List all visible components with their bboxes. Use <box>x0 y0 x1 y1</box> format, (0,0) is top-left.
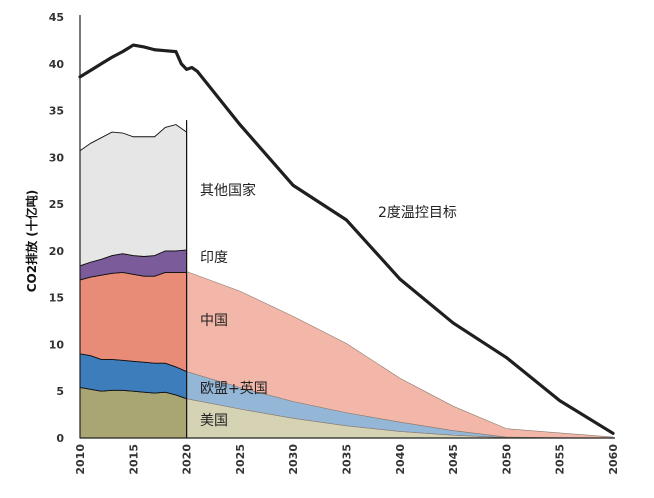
label-us: 美国 <box>200 413 228 429</box>
x-tick-2045: 2045 <box>447 444 460 475</box>
y-tick-15: 15 <box>49 292 64 305</box>
historical-area-us <box>79 386 188 439</box>
axes <box>79 15 615 439</box>
x-tick-2060: 2060 <box>607 444 620 475</box>
x-tick-2020: 2020 <box>181 444 194 475</box>
line-layer <box>78 43 615 435</box>
y-tick-0: 0 <box>56 432 64 445</box>
y-axis-label: CO2排放 (十亿吨) <box>24 190 39 293</box>
y-tick-5: 5 <box>56 385 64 398</box>
y-tick-35: 35 <box>49 105 64 118</box>
x-tick-2015: 2015 <box>127 444 140 475</box>
x-tick-2055: 2055 <box>554 444 567 475</box>
x-tick-2050: 2050 <box>500 444 513 475</box>
historical-area-china <box>79 271 188 373</box>
y-tick-40: 40 <box>49 58 65 71</box>
label-india: 印度 <box>200 250 228 266</box>
y-tick-30: 30 <box>49 151 65 164</box>
label-other: 其他国家 <box>200 182 256 199</box>
label-eu: 欧盟+英国 <box>200 380 268 397</box>
y-tick-20: 20 <box>49 245 65 258</box>
label-target: 2度温控目标 <box>378 205 457 221</box>
target-line <box>78 43 615 435</box>
x-tick-2030: 2030 <box>287 444 300 475</box>
stacked-areas <box>79 120 614 439</box>
y-tick-labels: 0 5 10 15 20 25 30 35 40 45 <box>49 11 65 445</box>
x-tick-labels: 2010 2015 2020 2025 2030 2035 2040 2045 2050 2055… <box>74 444 620 475</box>
y-tick-45: 45 <box>49 11 64 24</box>
x-tick-2040: 2040 <box>394 444 407 475</box>
x-tick-2025: 2025 <box>234 444 247 475</box>
x-tick-2035: 2035 <box>341 444 354 475</box>
label-china: 中国 <box>200 313 228 329</box>
historical-area-other <box>79 124 188 267</box>
y-tick-25: 25 <box>49 198 64 211</box>
x-tick-2010: 2010 <box>74 444 87 475</box>
y-tick-10: 10 <box>49 338 65 351</box>
